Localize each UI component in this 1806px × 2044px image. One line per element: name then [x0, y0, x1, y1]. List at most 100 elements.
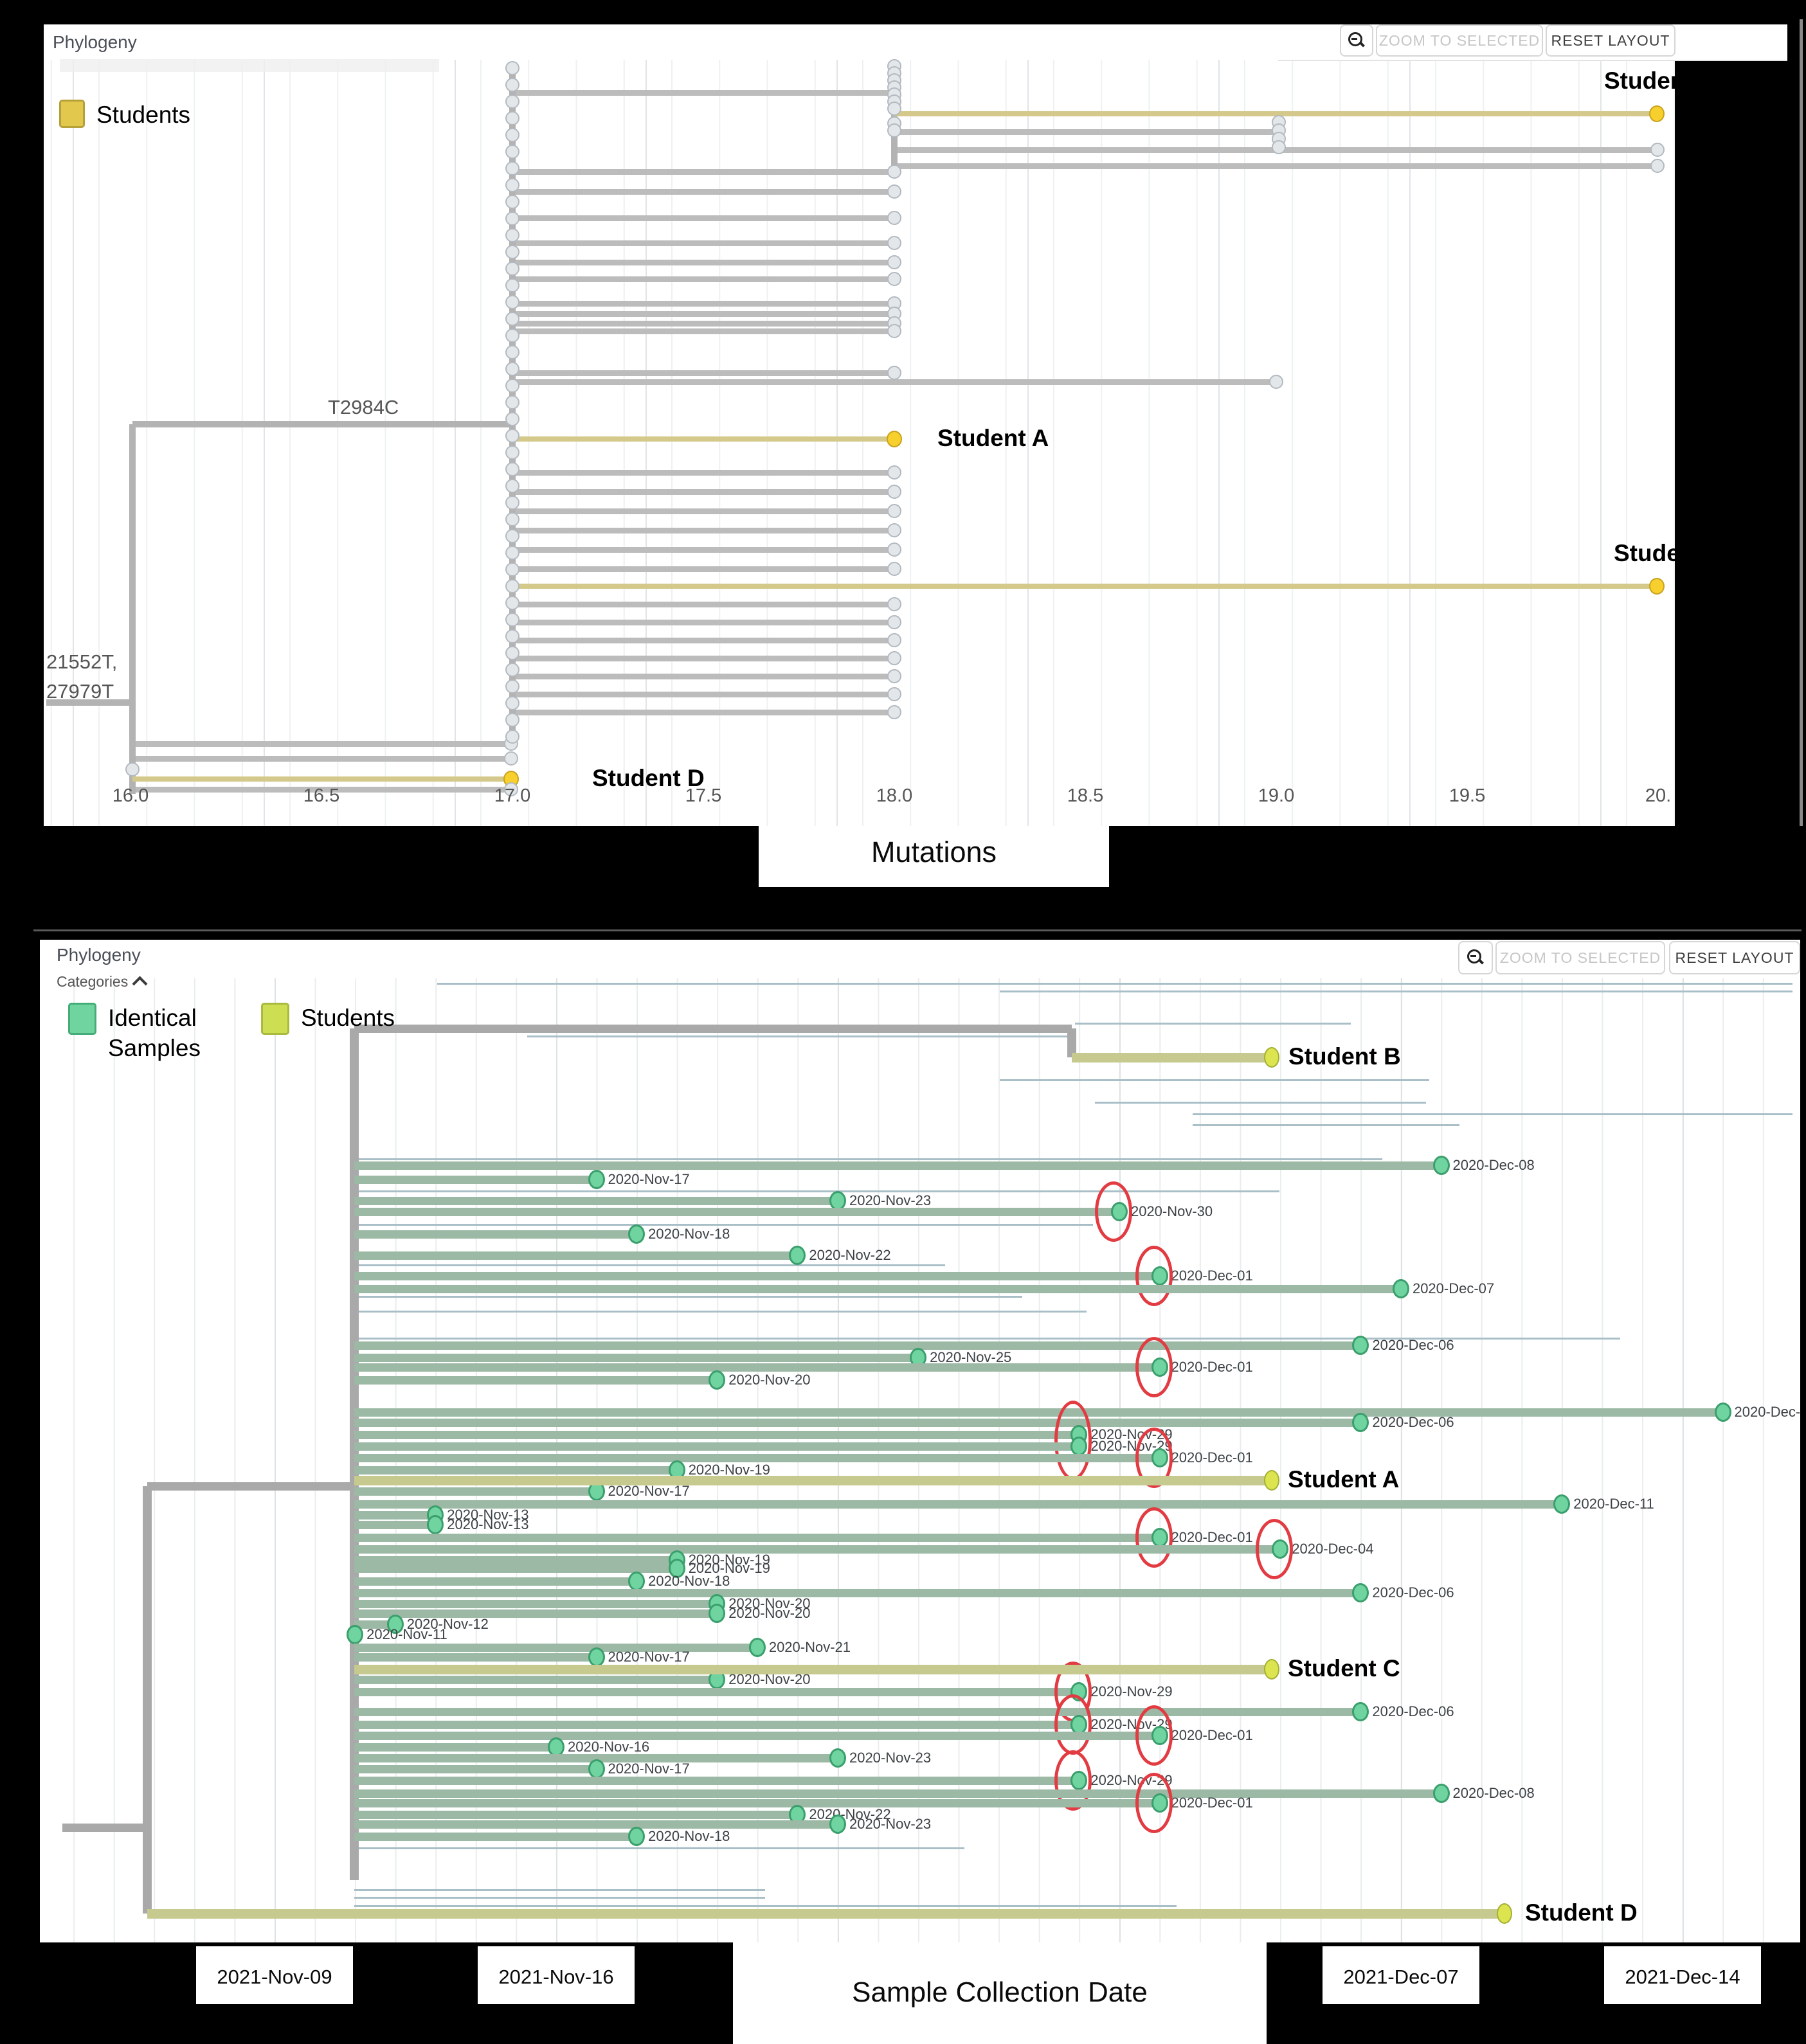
- internal-node-circle[interactable]: [887, 651, 901, 665]
- sample-tip-node[interactable]: [1352, 1336, 1369, 1355]
- internal-node-circle[interactable]: [887, 272, 901, 286]
- sample-tip-node[interactable]: [668, 1559, 685, 1578]
- student-tip-node[interactable]: [1649, 105, 1665, 122]
- sample-tip-node[interactable]: [628, 1572, 646, 1591]
- internal-node-circle[interactable]: [505, 462, 519, 476]
- internal-node-circle[interactable]: [887, 705, 901, 719]
- internal-node-circle[interactable]: [505, 111, 519, 125]
- student-tip-node[interactable]: [1264, 1470, 1279, 1491]
- internal-node-circle[interactable]: [505, 429, 519, 443]
- sample-tip-node[interactable]: [709, 1604, 726, 1623]
- internal-node-circle[interactable]: [505, 512, 519, 526]
- sample-tip-node[interactable]: [1432, 1156, 1450, 1175]
- internal-node-circle[interactable]: [505, 713, 519, 727]
- zoom-to-selected-button[interactable]: ZOOM TO SELECTED: [1376, 24, 1543, 57]
- sample-tip-node[interactable]: [1432, 1784, 1450, 1803]
- internal-node-circle[interactable]: [505, 78, 519, 92]
- student-tip-node[interactable]: [1497, 1903, 1512, 1924]
- internal-node-circle[interactable]: [887, 211, 901, 225]
- internal-node-circle[interactable]: [505, 278, 519, 292]
- zoom-out-button[interactable]: [1458, 941, 1493, 974]
- internal-node-circle[interactable]: [887, 366, 901, 380]
- internal-node-circle[interactable]: [505, 345, 519, 359]
- zoom-out-button[interactable]: [1340, 24, 1373, 57]
- internal-node-circle[interactable]: [887, 669, 901, 683]
- internal-node-circle[interactable]: [887, 102, 901, 116]
- internal-node-circle[interactable]: [887, 597, 901, 611]
- sample-tip-node[interactable]: [588, 1759, 605, 1779]
- student-tip-node[interactable]: [1649, 578, 1665, 595]
- internal-node-circle[interactable]: [505, 379, 519, 393]
- sample-tip-node[interactable]: [1352, 1702, 1369, 1721]
- student-tip-node[interactable]: [887, 431, 902, 447]
- internal-node-circle[interactable]: [887, 523, 901, 537]
- sample-tip-node[interactable]: [1352, 1583, 1369, 1602]
- internal-node-circle[interactable]: [505, 646, 519, 660]
- internal-node-circle[interactable]: [505, 629, 519, 643]
- sample-tip-node[interactable]: [709, 1370, 726, 1390]
- student-tip-node[interactable]: [1264, 1659, 1279, 1680]
- sample-tip-node[interactable]: [588, 1647, 605, 1667]
- internal-node-circle[interactable]: [505, 94, 519, 109]
- internal-node-circle[interactable]: [505, 529, 519, 543]
- categories-toggle[interactable]: Categories: [57, 973, 148, 992]
- sample-tip-node[interactable]: [748, 1638, 766, 1657]
- sample-tip-node[interactable]: [1714, 1403, 1731, 1422]
- internal-node-circle[interactable]: [505, 663, 519, 677]
- internal-node-circle[interactable]: [887, 123, 901, 138]
- internal-node-circle[interactable]: [505, 730, 519, 744]
- internal-node-circle[interactable]: [887, 687, 901, 701]
- sample-tip-node[interactable]: [628, 1827, 646, 1846]
- internal-node-circle[interactable]: [505, 161, 519, 175]
- internal-node-circle[interactable]: [887, 542, 901, 557]
- sample-tip-node[interactable]: [588, 1170, 605, 1189]
- internal-node-circle[interactable]: [887, 236, 901, 250]
- internal-node-circle[interactable]: [505, 579, 519, 593]
- internal-node-circle[interactable]: [1269, 375, 1283, 389]
- sample-tip-node[interactable]: [1553, 1494, 1571, 1514]
- internal-node-circle[interactable]: [505, 61, 519, 75]
- sample-tip-node[interactable]: [829, 1815, 846, 1834]
- internal-node-circle[interactable]: [505, 362, 519, 376]
- internal-node-circle[interactable]: [505, 178, 519, 192]
- zoom-to-selected-button[interactable]: ZOOM TO SELECTED: [1495, 941, 1665, 974]
- internal-node-circle[interactable]: [505, 412, 519, 426]
- internal-node-circle[interactable]: [887, 633, 901, 647]
- internal-node-circle[interactable]: [505, 262, 519, 276]
- sample-tip-node[interactable]: [628, 1224, 646, 1244]
- internal-node-circle[interactable]: [505, 195, 519, 209]
- internal-node-circle[interactable]: [505, 328, 519, 343]
- internal-node-circle[interactable]: [887, 485, 901, 499]
- student-tip-node[interactable]: [1264, 1047, 1279, 1068]
- internal-node-circle[interactable]: [887, 255, 901, 269]
- internal-node-circle[interactable]: [505, 496, 519, 510]
- sample-tip-node[interactable]: [386, 1615, 404, 1634]
- internal-node-circle[interactable]: [505, 613, 519, 627]
- internal-node-circle[interactable]: [505, 128, 519, 142]
- internal-node-circle[interactable]: [1650, 159, 1665, 173]
- sample-tip-node[interactable]: [347, 1625, 364, 1644]
- internal-node-circle[interactable]: [887, 165, 901, 179]
- reset-layout-button[interactable]: RESET LAYOUT: [1546, 24, 1675, 57]
- internal-node-circle[interactable]: [505, 679, 519, 694]
- internal-node-circle[interactable]: [505, 479, 519, 493]
- internal-node-circle[interactable]: [887, 504, 901, 518]
- internal-node-circle[interactable]: [887, 324, 901, 338]
- internal-node-circle[interactable]: [887, 615, 901, 629]
- internal-node-circle[interactable]: [505, 145, 519, 159]
- sample-tip-node[interactable]: [829, 1748, 846, 1768]
- internal-node-circle[interactable]: [1650, 143, 1665, 157]
- internal-node-circle[interactable]: [505, 295, 519, 309]
- sample-tip-node[interactable]: [1070, 1437, 1088, 1456]
- internal-node-circle[interactable]: [504, 751, 518, 766]
- internal-node-circle[interactable]: [504, 782, 518, 796]
- reset-layout-button[interactable]: RESET LAYOUT: [1669, 941, 1800, 974]
- internal-node-circle[interactable]: [505, 696, 519, 710]
- internal-node-circle[interactable]: [505, 312, 519, 326]
- internal-node-circle[interactable]: [505, 395, 519, 409]
- sample-tip-node[interactable]: [1352, 1413, 1369, 1432]
- internal-node-circle[interactable]: [505, 562, 519, 577]
- internal-node-circle[interactable]: [505, 228, 519, 242]
- internal-node-circle[interactable]: [505, 596, 519, 610]
- internal-node-circle[interactable]: [505, 546, 519, 560]
